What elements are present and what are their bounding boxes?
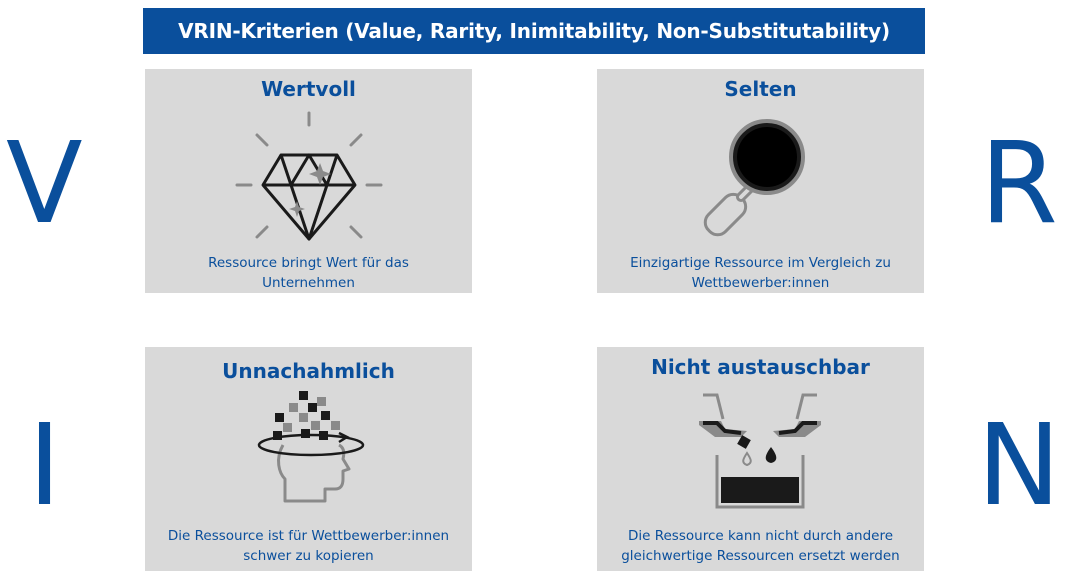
letter-v: V xyxy=(6,119,83,249)
card-description: Die Ressource kann nicht durch andere gl… xyxy=(621,528,900,564)
card-description: Ressource bringt Wert für das Unternehme… xyxy=(208,255,409,291)
letter-r: R xyxy=(980,119,1058,249)
magnifier-icon xyxy=(703,119,805,237)
pouring-liquid-icon xyxy=(699,393,821,509)
card-non-substitutable: Nicht austauschbar Die Ressource kann ni… xyxy=(597,347,924,571)
letter-n: N xyxy=(977,401,1061,531)
card-title: Selten xyxy=(724,77,797,101)
diamond-icon xyxy=(235,111,383,241)
card-inimitable: Unnachahmlich Die Ressource ist für Wett… xyxy=(145,347,472,571)
card-description: Einzigartige Ressource im Vergleich zu W… xyxy=(630,255,891,291)
card-title: Wertvoll xyxy=(261,77,356,101)
card-title: Unnachahmlich xyxy=(222,359,395,383)
page-title: VRIN-Kriterien (Value, Rarity, Inimitabi… xyxy=(143,8,925,54)
card-rare: Selten Einzigartige Ressource im Verglei… xyxy=(597,69,924,293)
page-title-text: VRIN-Kriterien (Value, Rarity, Inimitabi… xyxy=(178,19,890,43)
card-valuable: Wertvoll Ressource bringt Wert für das U… xyxy=(145,69,472,293)
card-title: Nicht austauschbar xyxy=(651,355,870,379)
letter-i: I xyxy=(28,401,62,531)
head-pixels-icon xyxy=(257,391,365,503)
card-description: Die Ressource ist für Wettbewerber:innen… xyxy=(167,528,450,564)
